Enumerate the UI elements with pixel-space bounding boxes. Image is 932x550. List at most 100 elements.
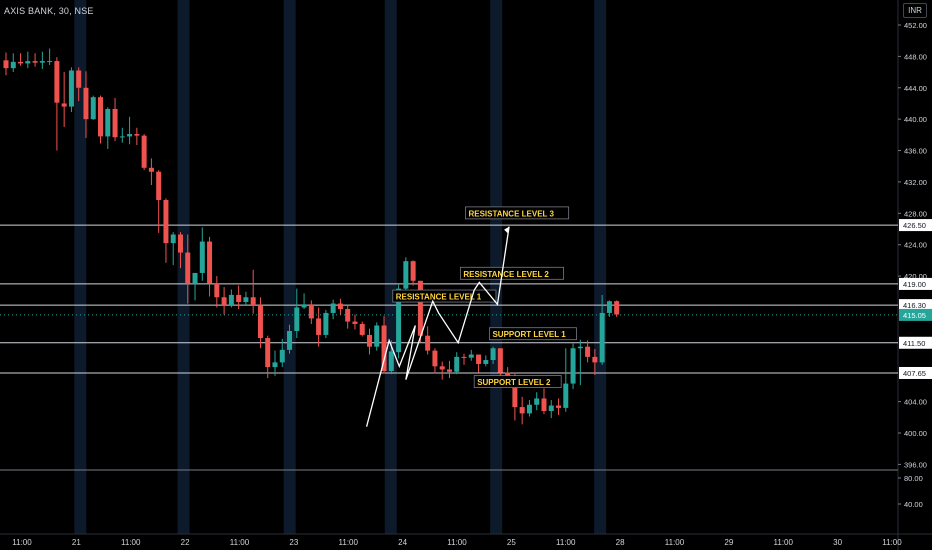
candle-body <box>214 283 220 298</box>
annotation-box <box>473 375 562 388</box>
price-tick-label: 404.00 <box>904 398 927 407</box>
time-tick-label: 21 <box>72 538 81 547</box>
candle-body <box>76 70 82 88</box>
annotation-box <box>459 266 564 280</box>
candle-body <box>90 97 96 120</box>
candle-body <box>468 354 474 358</box>
candle-body <box>592 356 598 363</box>
price-tick-label: 424.00 <box>904 241 927 250</box>
candle-body <box>446 369 452 372</box>
symbol-title: AXIS BANK, 30, NSE <box>4 6 94 16</box>
candle-body <box>83 87 89 120</box>
candle-body <box>308 304 314 319</box>
candle-body <box>32 61 38 63</box>
candle-body <box>207 241 213 284</box>
price-tick-label: 428.00 <box>904 209 927 218</box>
candle-body <box>526 404 532 414</box>
price-tick-label: 448.00 <box>904 52 927 61</box>
level-price-label: 411.50 <box>903 339 925 348</box>
candle-body <box>257 305 263 339</box>
candle-body <box>352 321 358 324</box>
candle-body <box>454 356 460 372</box>
time-tick-label: 23 <box>289 538 298 547</box>
time-tick-label: 11:00 <box>556 538 576 547</box>
candle-body <box>563 383 569 408</box>
level-price-label: 416.30 <box>903 301 926 310</box>
price-tick-label: 444.00 <box>904 84 927 93</box>
annotation-box <box>489 327 577 341</box>
candle-body <box>439 366 445 370</box>
annotation-box <box>465 206 570 220</box>
session-band <box>594 0 607 534</box>
price-tick-label: 420.00 <box>904 272 927 281</box>
candle-body <box>497 348 503 373</box>
candle-body <box>541 398 547 412</box>
time-tick-label: 24 <box>398 538 407 547</box>
session-band <box>384 0 397 534</box>
session-band <box>74 0 87 534</box>
candle-body <box>185 252 191 284</box>
level-price-label: 419.00 <box>903 280 926 289</box>
time-tick-label: 11:00 <box>230 538 250 547</box>
candle-body <box>18 61 24 64</box>
candle-body <box>294 307 300 331</box>
candle-body <box>570 348 576 384</box>
candle-body <box>316 318 322 335</box>
candle-body <box>192 272 198 284</box>
time-tick-label: 29 <box>724 538 733 547</box>
annotation-label: RESISTANCE LEVEL 3 <box>468 209 554 218</box>
level-price-badge <box>899 219 932 232</box>
annotation-box <box>392 289 497 303</box>
candle-body <box>68 70 74 107</box>
candle-body <box>301 304 307 308</box>
time-tick-label: 11:00 <box>882 538 902 547</box>
candle-body <box>367 334 372 347</box>
time-tick-label: 22 <box>181 538 190 547</box>
currency-badge[interactable]: INR <box>903 3 927 18</box>
time-tick-label: 30 <box>833 538 842 547</box>
candle-body <box>119 136 125 138</box>
candle-body <box>228 294 234 306</box>
candle-body <box>577 346 583 349</box>
session-band <box>283 0 296 534</box>
price-tick-label: 452.00 <box>904 21 927 30</box>
time-tick-label: 25 <box>507 538 516 547</box>
candle-body <box>614 301 620 315</box>
price-tick-label: 432.00 <box>904 178 927 187</box>
candle-body <box>606 301 612 313</box>
candle-body <box>490 348 496 361</box>
level-price-label: 426.50 <box>903 221 926 230</box>
time-tick-label: 28 <box>616 538 625 547</box>
candle-body <box>483 360 489 364</box>
arrow-head <box>504 226 510 234</box>
level-price-badge <box>899 299 932 312</box>
time-tick-label: 11:00 <box>339 538 359 547</box>
candle-body <box>127 134 133 137</box>
candle-body <box>519 407 525 414</box>
session-band <box>177 0 190 534</box>
candle-body <box>432 350 438 367</box>
candle-body <box>250 297 256 306</box>
candle-body <box>512 376 518 408</box>
candle-body <box>461 356 467 358</box>
level-price-badge <box>899 336 932 349</box>
candle-body <box>345 309 351 322</box>
level-price-label: 407.65 <box>903 369 926 378</box>
annotation-label: SUPPORT LEVEL 1 <box>492 330 566 339</box>
time-tick-label: 11:00 <box>447 538 467 547</box>
candle-body <box>534 398 540 405</box>
candle-body <box>25 61 31 64</box>
candle-body <box>148 167 154 172</box>
time-tick-label: 11:00 <box>121 538 141 547</box>
candle-body <box>374 325 380 347</box>
candle-body <box>585 346 591 357</box>
annotation-label: RESISTANCE LEVEL 2 <box>463 270 549 279</box>
candle-body <box>47 61 53 63</box>
projection-arrow <box>365 226 510 427</box>
candle-body <box>287 331 293 350</box>
candle-body <box>388 351 394 372</box>
candle-body <box>265 338 271 368</box>
candle-body <box>556 405 562 408</box>
